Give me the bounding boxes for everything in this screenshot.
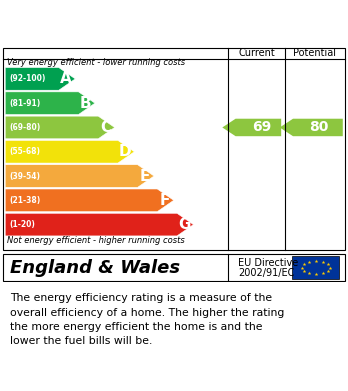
Text: B: B — [80, 96, 92, 111]
Text: (81-91): (81-91) — [9, 99, 41, 108]
Text: (1-20): (1-20) — [9, 220, 35, 229]
Text: 2002/91/EC: 2002/91/EC — [238, 268, 295, 278]
Polygon shape — [5, 165, 154, 187]
Polygon shape — [5, 213, 193, 236]
Text: England & Wales: England & Wales — [10, 258, 181, 277]
Text: Not energy efficient - higher running costs: Not energy efficient - higher running co… — [7, 236, 185, 245]
Text: E: E — [140, 169, 150, 183]
Text: EU Directive: EU Directive — [238, 258, 299, 268]
Text: Potential: Potential — [293, 48, 337, 58]
Polygon shape — [5, 68, 75, 90]
Text: C: C — [100, 120, 111, 135]
Polygon shape — [222, 119, 281, 136]
Text: G: G — [178, 217, 191, 232]
Text: Very energy efficient - lower running costs: Very energy efficient - lower running co… — [7, 58, 185, 67]
Text: (21-38): (21-38) — [9, 196, 41, 205]
Text: (69-80): (69-80) — [9, 123, 41, 132]
Polygon shape — [5, 140, 134, 163]
Bar — [292, 256, 339, 279]
Text: D: D — [119, 144, 132, 159]
Polygon shape — [5, 189, 174, 212]
Text: 69: 69 — [252, 120, 271, 135]
Text: A: A — [60, 72, 72, 86]
Text: (55-68): (55-68) — [9, 147, 40, 156]
Text: F: F — [159, 193, 170, 208]
Polygon shape — [5, 116, 114, 139]
Text: 80: 80 — [309, 120, 328, 135]
Text: (92-100): (92-100) — [9, 74, 46, 83]
Text: (39-54): (39-54) — [9, 172, 40, 181]
Polygon shape — [5, 92, 95, 115]
Polygon shape — [280, 119, 343, 136]
Text: Current: Current — [238, 48, 275, 58]
Text: Energy Efficiency Rating: Energy Efficiency Rating — [10, 13, 239, 32]
Text: The energy efficiency rating is a measure of the
overall efficiency of a home. T: The energy efficiency rating is a measur… — [10, 293, 285, 346]
